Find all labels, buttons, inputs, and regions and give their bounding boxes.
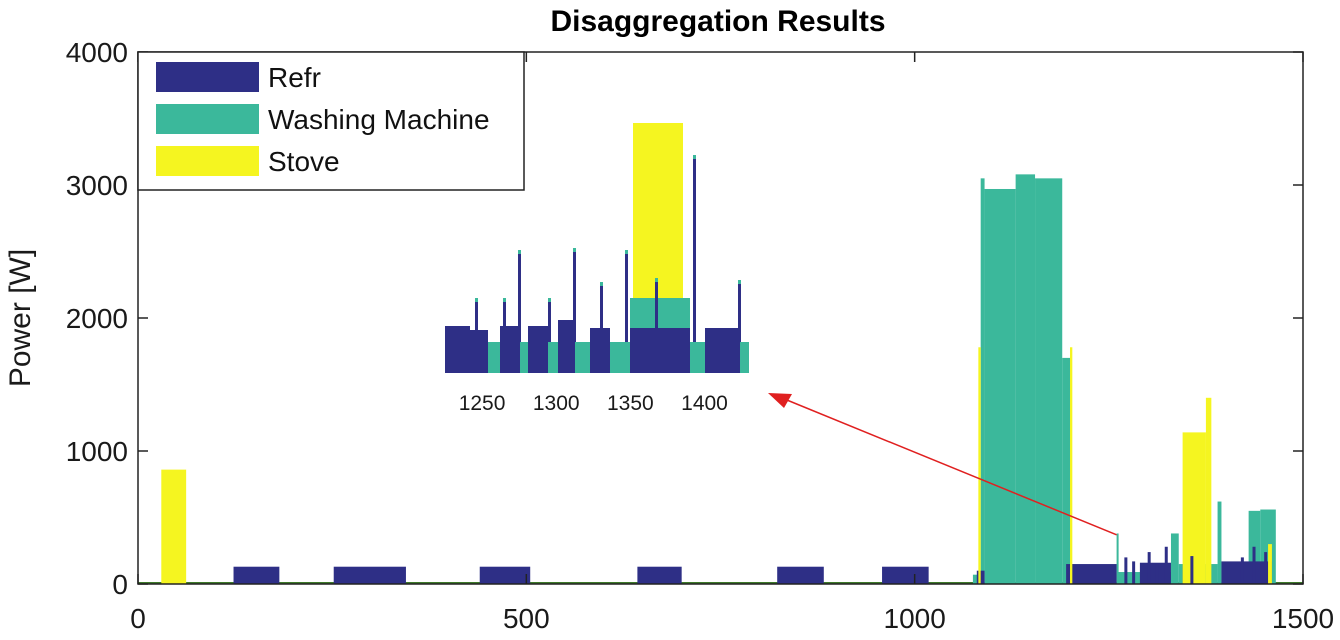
washing-machine-segment [1035, 178, 1063, 584]
refr-spike [1164, 546, 1168, 584]
refr-spike [1190, 556, 1194, 584]
refr-segment [777, 566, 824, 584]
stove-segment [1268, 544, 1272, 584]
legend-swatch-refr [156, 62, 259, 92]
inset-spike-cap [625, 250, 628, 254]
legend-label-refr: Refr [268, 62, 321, 93]
inset-refr-block [528, 326, 548, 373]
refr-spike [1264, 552, 1268, 584]
inset-spike [548, 298, 551, 342]
inset-washer-peak [630, 298, 690, 328]
legend-swatch-stove [156, 146, 259, 176]
inset-spike-cap [738, 280, 741, 284]
legend-label-stove: Stove [268, 146, 340, 177]
x-tick-label: 0 [130, 603, 146, 634]
inset-spike-cap [475, 298, 478, 302]
y-tick-label: 0 [112, 569, 128, 600]
zoom-arrow-head [768, 393, 792, 408]
inset-spike [693, 155, 696, 342]
refr-spike [1124, 557, 1128, 584]
inset-refr-block [630, 326, 690, 373]
zoom-arrow-line [781, 397, 1117, 536]
axes: 0 1000 2000 3000 4000 0 500 1000 1500 [66, 37, 1334, 634]
inset-spike-cap [655, 278, 658, 282]
inset-spike-cap [503, 298, 506, 302]
inset-x-tick-label: 1250 [459, 392, 506, 415]
washing-machine-segment [980, 178, 985, 584]
inset-spike [738, 280, 741, 342]
x-tick-label: 500 [503, 603, 550, 634]
inset-spike [518, 250, 521, 342]
inset-refr-block [590, 328, 610, 373]
inset-spike-cap [548, 298, 551, 302]
refr-spike [1155, 564, 1159, 584]
inset-refr-block [705, 328, 740, 373]
refr-segment [1221, 561, 1272, 584]
inset-spike [475, 298, 478, 342]
refr-segment [479, 566, 531, 584]
refr-spike [1132, 561, 1136, 584]
y-tick-label: 1000 [66, 436, 128, 467]
y-tick-label: 4000 [66, 37, 128, 68]
inset-refr-block [445, 326, 470, 373]
refr-segment [882, 566, 929, 584]
inset-spike [573, 248, 576, 342]
refr-segment [637, 566, 682, 584]
washing-machine-segment [1217, 501, 1222, 584]
refr-segment [233, 566, 280, 584]
x-tick-label: 1500 [1272, 603, 1334, 634]
chart-title: Disaggregation Results [550, 5, 885, 38]
refr-spike [1240, 557, 1244, 584]
inset-spike-cap [518, 250, 521, 254]
inset-spike [625, 250, 628, 342]
washing-machine-segment [1170, 533, 1179, 584]
zoom-inset: 1250 1300 1350 1400 [445, 123, 1117, 536]
y-axis-label: Power [W] [4, 249, 37, 387]
stove-segment [1182, 432, 1206, 584]
inset-spike-cap [573, 248, 576, 252]
inset-refr-block [470, 330, 488, 373]
y-tick-label: 3000 [66, 170, 128, 201]
inset-x-tick-label: 1400 [681, 392, 728, 415]
washing-machine-segment [1015, 174, 1036, 585]
stove-segment [161, 469, 187, 584]
stove-segment [1205, 397, 1212, 584]
refr-spike [1147, 552, 1151, 584]
x-tick-label: 1000 [884, 603, 946, 634]
legend-label-washing-machine: Washing Machine [268, 104, 490, 135]
washing-machine-segment [984, 188, 1016, 585]
inset-spike [503, 298, 506, 342]
inset-refr-block [558, 320, 575, 373]
y-tick-label: 2000 [66, 303, 128, 334]
inset-spike-cap [693, 155, 696, 159]
inset-spike [600, 282, 603, 342]
refr-spike [1252, 546, 1256, 584]
inset-x-tick-label: 1300 [533, 392, 580, 415]
legend: Refr Washing Machine Stove [137, 51, 525, 191]
stove-segment [1070, 347, 1073, 584]
inset-stove-block [633, 123, 683, 298]
legend-swatch-washing-machine [156, 104, 259, 134]
inset-spike-cap [600, 282, 603, 286]
washing-machine-segment [1062, 357, 1070, 584]
stove-segment [978, 347, 981, 584]
refr-segment [333, 566, 406, 584]
refr-segment [1066, 564, 1117, 584]
inset-spike [655, 278, 658, 342]
plot-marks [138, 174, 1303, 585]
washing-machine-segment [1116, 533, 1119, 584]
inset-x-tick-label: 1350 [607, 392, 654, 415]
